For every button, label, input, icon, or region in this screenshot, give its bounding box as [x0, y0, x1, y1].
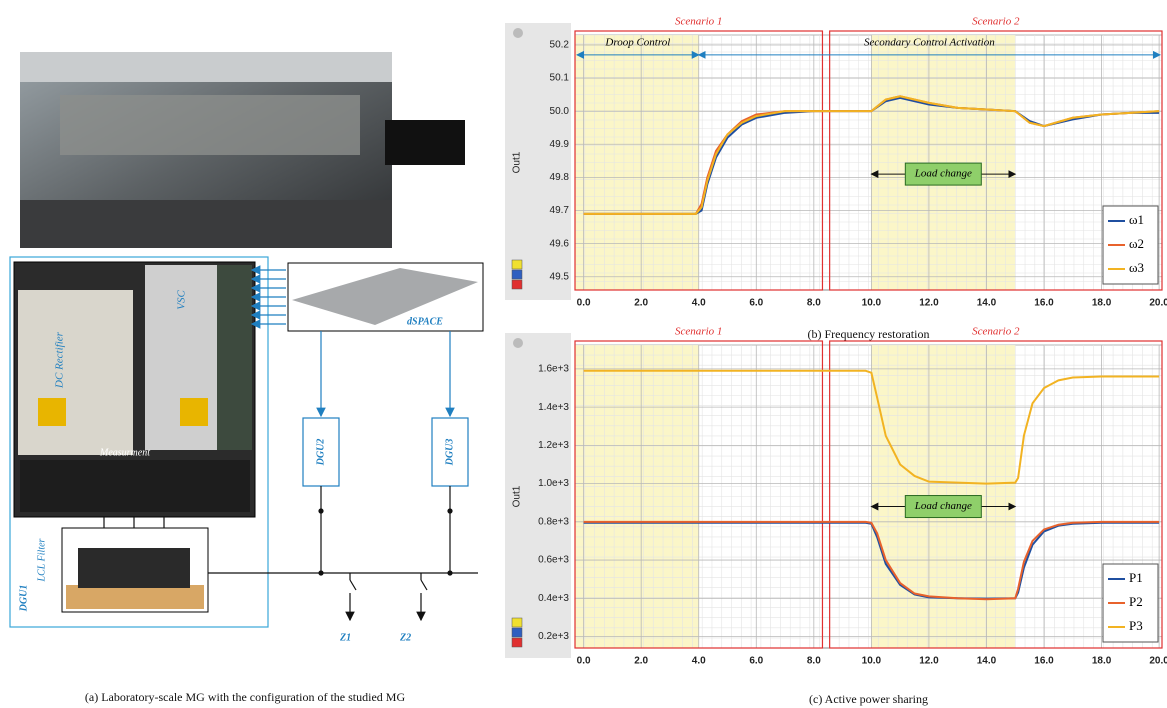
- lab-photo: [20, 52, 465, 248]
- x-tick-label: 12.0: [919, 656, 939, 667]
- toolbar-icon: [513, 28, 523, 38]
- x-tick-label: 20.0: [1149, 656, 1167, 667]
- chart-caption: (c) Active power sharing: [809, 692, 928, 706]
- y-tick-label: 49.8: [550, 172, 570, 183]
- z2-label: Z2: [399, 632, 411, 643]
- y-tick-label: 50.1: [550, 73, 570, 84]
- filter-label: LCL Filter: [36, 538, 47, 582]
- y-tick-label: 50.0: [550, 106, 570, 117]
- y-tick-label: 0.2e+3: [538, 631, 569, 642]
- legend-label: P2: [1129, 594, 1143, 609]
- toolbar-swatch: [512, 618, 522, 627]
- vsc-label: VSC: [176, 290, 188, 310]
- rectifier-label: DC Rectifier: [54, 331, 66, 389]
- toolbar-swatch: [512, 628, 522, 637]
- y-tick-label: 49.7: [550, 205, 570, 216]
- x-tick-label: 16.0: [1034, 656, 1054, 667]
- x-tick-label: 10.0: [862, 298, 882, 309]
- y-tick-label: 1.6e+3: [538, 364, 569, 375]
- x-tick-label: 4.0: [692, 298, 706, 309]
- annotation-text: Droop Control: [604, 36, 670, 48]
- dgu2-label: DGU2: [315, 439, 326, 467]
- chart-caption: (b) Frequency restoration: [808, 327, 930, 341]
- toolbar-swatch: [512, 280, 522, 289]
- x-tick-label: 16.0: [1034, 298, 1054, 309]
- x-tick-label: 14.0: [977, 298, 997, 309]
- toolbar-swatch: [512, 260, 522, 269]
- y-tick-label: 49.9: [550, 139, 570, 150]
- converter-photo: [14, 262, 255, 517]
- dgu1-label: DGU1: [18, 585, 29, 613]
- x-tick-label: 2.0: [634, 298, 648, 309]
- dspace-label: dSPACE: [407, 316, 443, 327]
- z1-label: Z1: [339, 632, 351, 643]
- x-tick-label: 8.0: [807, 298, 821, 309]
- x-tick-label: 12.0: [919, 298, 939, 309]
- y-axis-label: Out1: [512, 485, 523, 507]
- x-tick-label: 18.0: [1092, 656, 1112, 667]
- legend-label: P3: [1129, 618, 1143, 633]
- y-tick-label: 0.6e+3: [538, 555, 569, 566]
- toolbar-icon: [513, 338, 523, 348]
- legend-label: ω3: [1129, 260, 1144, 275]
- y-tick-label: 1.4e+3: [538, 402, 569, 413]
- x-tick-label: 8.0: [807, 656, 821, 667]
- caption-a: (a) Laboratory-scale MG with the configu…: [85, 690, 406, 704]
- annotation-text: Secondary Control Activation: [864, 36, 995, 48]
- x-tick-label: 4.0: [692, 656, 706, 667]
- y-tick-label: 0.4e+3: [538, 593, 569, 604]
- scenario-label: Scenario 2: [972, 16, 1020, 28]
- y-tick-label: 1.0e+3: [538, 478, 569, 489]
- y-tick-label: 0.8e+3: [538, 516, 569, 527]
- x-tick-label: 6.0: [749, 656, 763, 667]
- x-tick-label: 20.0: [1149, 298, 1167, 309]
- figure: DC Rectifier VSC Measurment dSPACE DGU2 …: [0, 0, 1167, 708]
- x-tick-label: 10.0: [862, 656, 882, 667]
- scenario-label: Scenario 2: [972, 326, 1020, 338]
- scenario-label: Scenario 1: [675, 16, 722, 28]
- measurement-label: Measurment: [99, 447, 150, 458]
- dspace-photo: [288, 263, 483, 331]
- x-tick-label: 0.0: [577, 656, 591, 667]
- x-tick-label: 2.0: [634, 656, 648, 667]
- toolbar-swatch: [512, 638, 522, 647]
- annotation-text: Load change: [914, 168, 972, 180]
- x-tick-label: 6.0: [749, 298, 763, 309]
- legend-label: ω1: [1129, 212, 1144, 227]
- y-tick-label: 49.5: [550, 271, 570, 282]
- x-tick-label: 14.0: [977, 656, 997, 667]
- annotation-text: Load change: [914, 500, 972, 512]
- y-tick-label: 1.2e+3: [538, 440, 569, 451]
- toolbar-swatch: [512, 270, 522, 279]
- lcl-photo: [62, 528, 208, 612]
- y-tick-label: 49.6: [550, 238, 570, 249]
- y-tick-label: 50.2: [550, 40, 570, 51]
- legend-label: P1: [1129, 570, 1143, 585]
- x-tick-label: 18.0: [1092, 298, 1112, 309]
- x-tick-label: 0.0: [577, 298, 591, 309]
- legend-label: ω2: [1129, 236, 1144, 251]
- y-axis-label: Out1: [512, 151, 523, 173]
- scenario-label: Scenario 1: [675, 326, 722, 338]
- dgu3-label: DGU3: [444, 439, 455, 467]
